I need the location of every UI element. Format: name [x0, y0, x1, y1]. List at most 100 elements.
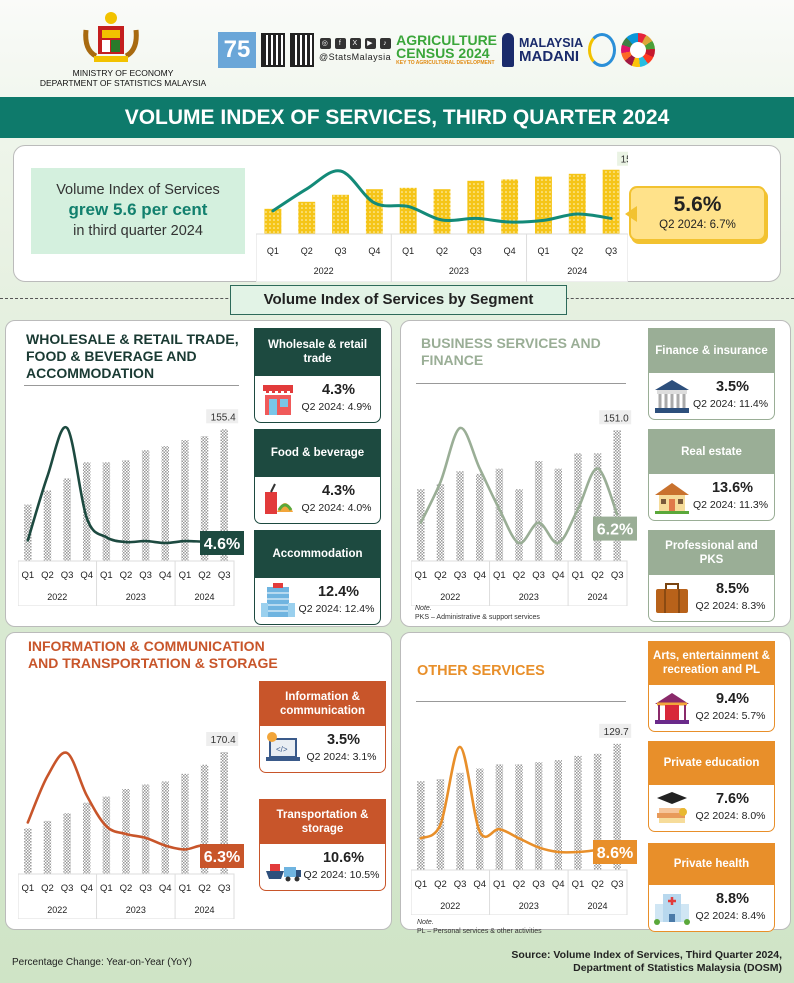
- qr-code-icon: [261, 33, 285, 67]
- x-tick-label: Q1: [267, 246, 279, 256]
- growth-badge-value: 4.6%: [204, 536, 240, 553]
- growth-badge: [593, 516, 637, 541]
- panel-title: INFORMATION & COMMUNICATION AND TRANSPOR…: [28, 638, 278, 671]
- ministry-line: MINISTRY OF ECONOMY: [72, 68, 174, 78]
- x-tick-label: Q4: [80, 883, 93, 894]
- card-previous: Q2 2024: 3.1%: [306, 751, 377, 763]
- bar: [495, 764, 504, 870]
- bar: [613, 743, 621, 870]
- agri-logo-line: CENSUS 2024: [396, 45, 490, 61]
- bar: [200, 436, 209, 561]
- x-tick-label: Q4: [473, 879, 486, 890]
- bar: [554, 468, 563, 561]
- bar: [515, 489, 523, 561]
- hospital-icon: [654, 894, 690, 925]
- x-tick-label: Q4: [368, 246, 380, 256]
- swirl-logo-icon: [588, 33, 617, 67]
- bar: [535, 176, 552, 234]
- source-line: Department of Statistics Malaysia (DOSM): [573, 962, 782, 974]
- card-previous: Q2 2024: 4.9%: [301, 401, 372, 413]
- growth-line: [26, 751, 226, 858]
- x-tick-label: Q2: [198, 570, 211, 581]
- year-label: 2022: [314, 266, 334, 276]
- carousel-icon: [655, 693, 689, 724]
- axis-box: [18, 873, 235, 919]
- year-label: 2024: [195, 905, 215, 915]
- x-tick-label: Q3: [139, 883, 152, 894]
- x-icon[interactable]: X: [349, 38, 361, 49]
- x-tick-label: Q1: [493, 570, 506, 581]
- headline-line: in third quarter 2024: [73, 223, 203, 239]
- bar: [515, 764, 523, 870]
- x-tick-label: Q3: [454, 879, 467, 890]
- header-logos: 75 ◎ f X ▶ ♪ @StatsMalaysia AGRICULTURE …: [218, 28, 656, 72]
- bar: [24, 828, 32, 874]
- card-growth: 7.6%: [715, 791, 750, 807]
- instagram-icon[interactable]: ◎: [319, 38, 331, 49]
- card-label: Transportation & storage: [259, 799, 386, 844]
- card-growth: 4.3%: [321, 483, 356, 499]
- x-tick-label: Q2: [120, 883, 133, 894]
- title-underline: [416, 701, 626, 702]
- card-label: Food & beverage: [254, 429, 381, 477]
- bar: [602, 169, 620, 234]
- bar: [43, 820, 52, 874]
- department-line: DEPARTMENT OF STATISTICS MALAYSIA: [39, 78, 207, 88]
- card-previous: Q2 2024: 10.5%: [303, 869, 380, 881]
- x-tick-label: Q2: [434, 570, 447, 581]
- card-label: Accommodation: [254, 530, 381, 578]
- x-tick-label: Q4: [552, 570, 565, 581]
- house-icon: [655, 483, 689, 514]
- footer-note: Percentage Change: Year-on-Year (YoY): [12, 957, 192, 968]
- panel-ict-transport: INFORMATION & COMMUNICATION AND TRANSPOR…: [5, 632, 392, 930]
- panel-wholesale: WHOLESALE & RETAIL TRADE, FOOD & BEVERAG…: [5, 320, 392, 627]
- note-text: PKS – Administrative & support services: [415, 614, 540, 621]
- x-tick-label: Q2: [591, 570, 604, 581]
- social-media: ◎ f X ▶ ♪ @StatsMalaysia: [319, 38, 391, 62]
- card-growth: 3.5%: [715, 379, 750, 395]
- card-previous: Q2 2024: 12.4%: [298, 603, 375, 615]
- x-tick-label: Q2: [513, 570, 526, 581]
- source-line: Source: Volume Index of Services, Third …: [511, 949, 782, 961]
- growth-badge: [200, 844, 244, 868]
- x-tick-label: Q3: [61, 883, 74, 894]
- bar: [554, 760, 563, 870]
- x-tick-label: Q3: [611, 570, 624, 581]
- bar: [102, 462, 111, 561]
- year-label: 2024: [195, 592, 215, 602]
- overall-summary-card: Volume Index of Services grew 5.6 per ce…: [13, 145, 781, 282]
- facebook-icon[interactable]: f: [334, 38, 346, 49]
- panel-other-services: OTHER SERVICES 129.7 8.6% Q1 Q2 Q3 Q4 Q1 Q2 Q3 Q4…: [400, 632, 791, 935]
- card-professional-pks: Professional and PKS 8.5% Q2 2024: 8.3%: [648, 530, 775, 622]
- x-tick-label: Q2: [301, 246, 313, 256]
- year-label: 2024: [588, 901, 608, 911]
- madani-line: MALAYSIA: [519, 36, 584, 50]
- social-handle: @StatsMalaysia: [319, 52, 392, 62]
- card-previous: Q2 2024: 8.3%: [695, 600, 766, 612]
- bar-value-label: 155.9: [621, 155, 628, 166]
- tiktok-icon[interactable]: ♪: [379, 38, 391, 49]
- x-tick-label: Q2: [41, 570, 54, 581]
- card-information-communication: Information & communication </> 3.5% Q2 …: [259, 681, 386, 773]
- card-label: Private education: [648, 741, 775, 785]
- year-label: 2022: [440, 592, 460, 602]
- growth-line: [419, 745, 619, 854]
- bar: [593, 753, 602, 870]
- panel-note: Note. PKS – Administrative & support ser…: [415, 604, 540, 622]
- x-tick-label: Q1: [414, 879, 427, 890]
- agriculture-census-logo: AGRICULTURE CENSUS 2024 KEY TO AGRICULTU…: [396, 33, 497, 66]
- panel-title: WHOLESALE & RETAIL TRADE, FOOD & BEVERAG…: [26, 331, 239, 381]
- svg-text:</>: </>: [276, 745, 288, 754]
- x-tick-label: Q3: [611, 879, 624, 890]
- x-tick-label: Q2: [434, 879, 447, 890]
- panel-business-finance: BUSINESS SERVICES AND FINANCE 151.0 6.2% Q…: [400, 320, 791, 627]
- x-tick-label: Q1: [179, 883, 192, 894]
- bar: [365, 189, 383, 234]
- year-label: 2023: [126, 905, 146, 915]
- youtube-icon[interactable]: ▶: [364, 38, 376, 49]
- bar: [574, 755, 582, 870]
- bar: [298, 201, 316, 234]
- year-label: 2022: [440, 901, 460, 911]
- year-label: 2024: [567, 266, 587, 276]
- x-tick-label: Q2: [120, 570, 133, 581]
